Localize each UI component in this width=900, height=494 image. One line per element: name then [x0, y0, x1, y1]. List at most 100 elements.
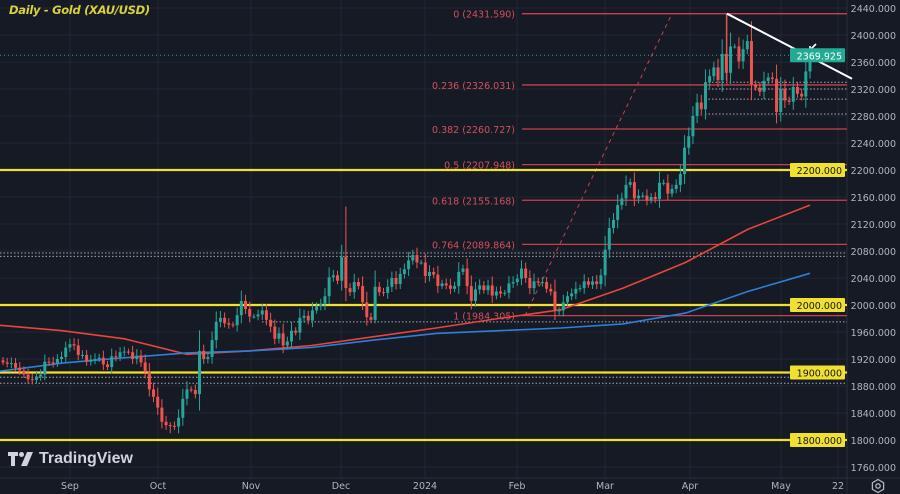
candle-body — [499, 291, 503, 294]
candle-body — [754, 84, 758, 88]
candle — [210, 331, 214, 364]
candle-body — [687, 136, 691, 148]
candle — [64, 341, 68, 362]
candle-body — [340, 257, 344, 281]
candle-body — [76, 345, 80, 355]
candle-body — [331, 275, 335, 278]
candle-body — [294, 330, 298, 333]
candle — [101, 350, 105, 371]
fib-level-label: 0.5 (2207.948) — [444, 161, 515, 172]
candle-body — [185, 389, 189, 399]
candle-body — [599, 275, 603, 285]
time-axis-label: 22 — [832, 481, 844, 492]
candle-body — [344, 257, 348, 289]
candle — [749, 21, 753, 101]
candle — [390, 271, 394, 292]
candle-body — [741, 49, 745, 62]
candle — [557, 307, 561, 316]
candle — [440, 279, 444, 290]
candle-body — [775, 78, 779, 112]
candle-body — [285, 341, 289, 346]
candle — [775, 64, 779, 124]
fib-level-label: 0.764 (2089.864) — [432, 240, 515, 251]
candle — [55, 354, 59, 367]
candle — [745, 34, 749, 55]
price-axis-label: 1840.000 — [851, 409, 896, 420]
support-price-tag-label: 2000.000 — [797, 301, 842, 312]
candle-body — [377, 286, 381, 293]
candle-body — [352, 282, 356, 293]
candle-body — [766, 77, 770, 81]
candle-body — [168, 425, 172, 427]
candle — [315, 302, 319, 314]
candle — [1, 356, 5, 366]
candle — [352, 273, 356, 299]
candle-body — [118, 352, 122, 357]
candle-body — [60, 356, 64, 359]
time-axis-label: May — [771, 481, 791, 492]
tradingview-logo[interactable]: TradingView — [8, 450, 133, 468]
candle — [377, 282, 381, 296]
time-axis-label: Nov — [242, 481, 261, 492]
price-axis-label: 1960.000 — [851, 328, 896, 339]
candle-body — [189, 389, 193, 391]
candle-body — [507, 283, 511, 293]
candle-body — [210, 340, 214, 357]
candle — [432, 267, 436, 279]
candle — [549, 283, 553, 296]
candle-body — [624, 184, 628, 199]
candle-body — [536, 281, 540, 283]
candle — [741, 39, 745, 70]
support-price-tag — [790, 365, 845, 380]
candle-body — [649, 197, 653, 201]
candle — [524, 262, 528, 283]
candle — [93, 353, 97, 365]
candle — [800, 88, 804, 101]
candle-body — [172, 425, 176, 427]
candle — [365, 291, 369, 326]
candle — [394, 271, 398, 290]
candle — [486, 279, 490, 295]
candle-body — [72, 344, 76, 346]
resistance-trendline — [726, 12, 853, 80]
candle-body — [147, 371, 151, 390]
candle-body — [394, 278, 398, 285]
candle — [691, 106, 695, 145]
candle — [319, 298, 323, 311]
candle — [582, 274, 586, 294]
candle — [536, 277, 540, 286]
candle — [285, 336, 289, 350]
candle — [114, 350, 118, 362]
candle — [461, 264, 465, 276]
candle — [302, 309, 306, 323]
candle-body — [800, 93, 804, 97]
candle-body — [244, 300, 248, 310]
candle-body — [482, 285, 486, 291]
candle — [624, 175, 628, 206]
candle — [164, 415, 168, 430]
candle-body — [164, 421, 168, 426]
candle-body — [415, 255, 419, 263]
candle-body — [64, 347, 68, 357]
candle — [499, 286, 503, 298]
candle-body — [616, 205, 620, 220]
settings-gear-icon[interactable] — [870, 478, 886, 494]
candle — [135, 349, 139, 365]
candle — [206, 351, 210, 364]
candle-body — [532, 281, 536, 289]
candle-body — [248, 309, 252, 317]
candle — [453, 281, 457, 293]
candle-body — [557, 310, 561, 312]
candle — [382, 287, 386, 297]
candle — [193, 384, 197, 399]
candle — [415, 247, 419, 269]
candle-body — [365, 302, 369, 318]
candle-body — [749, 41, 753, 85]
tradingview-logo-text: TradingView — [39, 450, 133, 467]
candle — [264, 303, 268, 326]
candle — [578, 284, 582, 292]
candle — [683, 135, 687, 185]
candle-body — [561, 302, 565, 311]
tradingview-logo-icon — [8, 452, 33, 466]
